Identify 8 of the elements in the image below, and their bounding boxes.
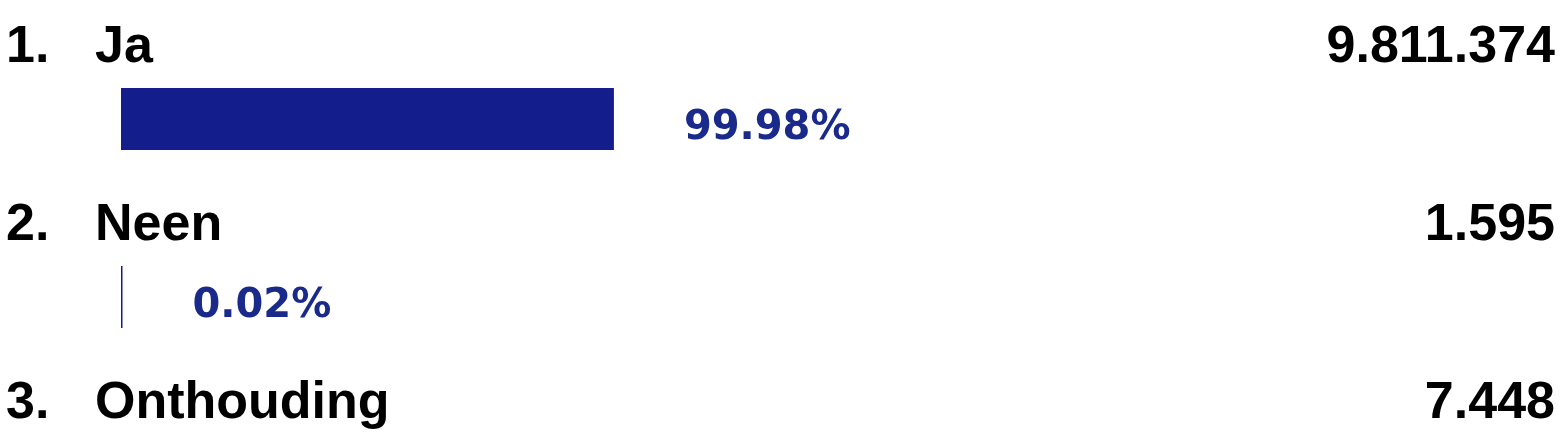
text: 1.595 [1424, 193, 1555, 251]
text: 7.448 [1424, 371, 1555, 429]
data-label: 0.02% [192, 280, 332, 326]
y-tick-label: 3. Onthouding [6, 371, 390, 429]
text: 9.811.374 [1326, 15, 1556, 73]
y-tick-label: 1. Ja [6, 15, 154, 73]
y-tick-label: 2. Neen [6, 193, 223, 251]
data-label: 99.98% [683, 102, 851, 148]
